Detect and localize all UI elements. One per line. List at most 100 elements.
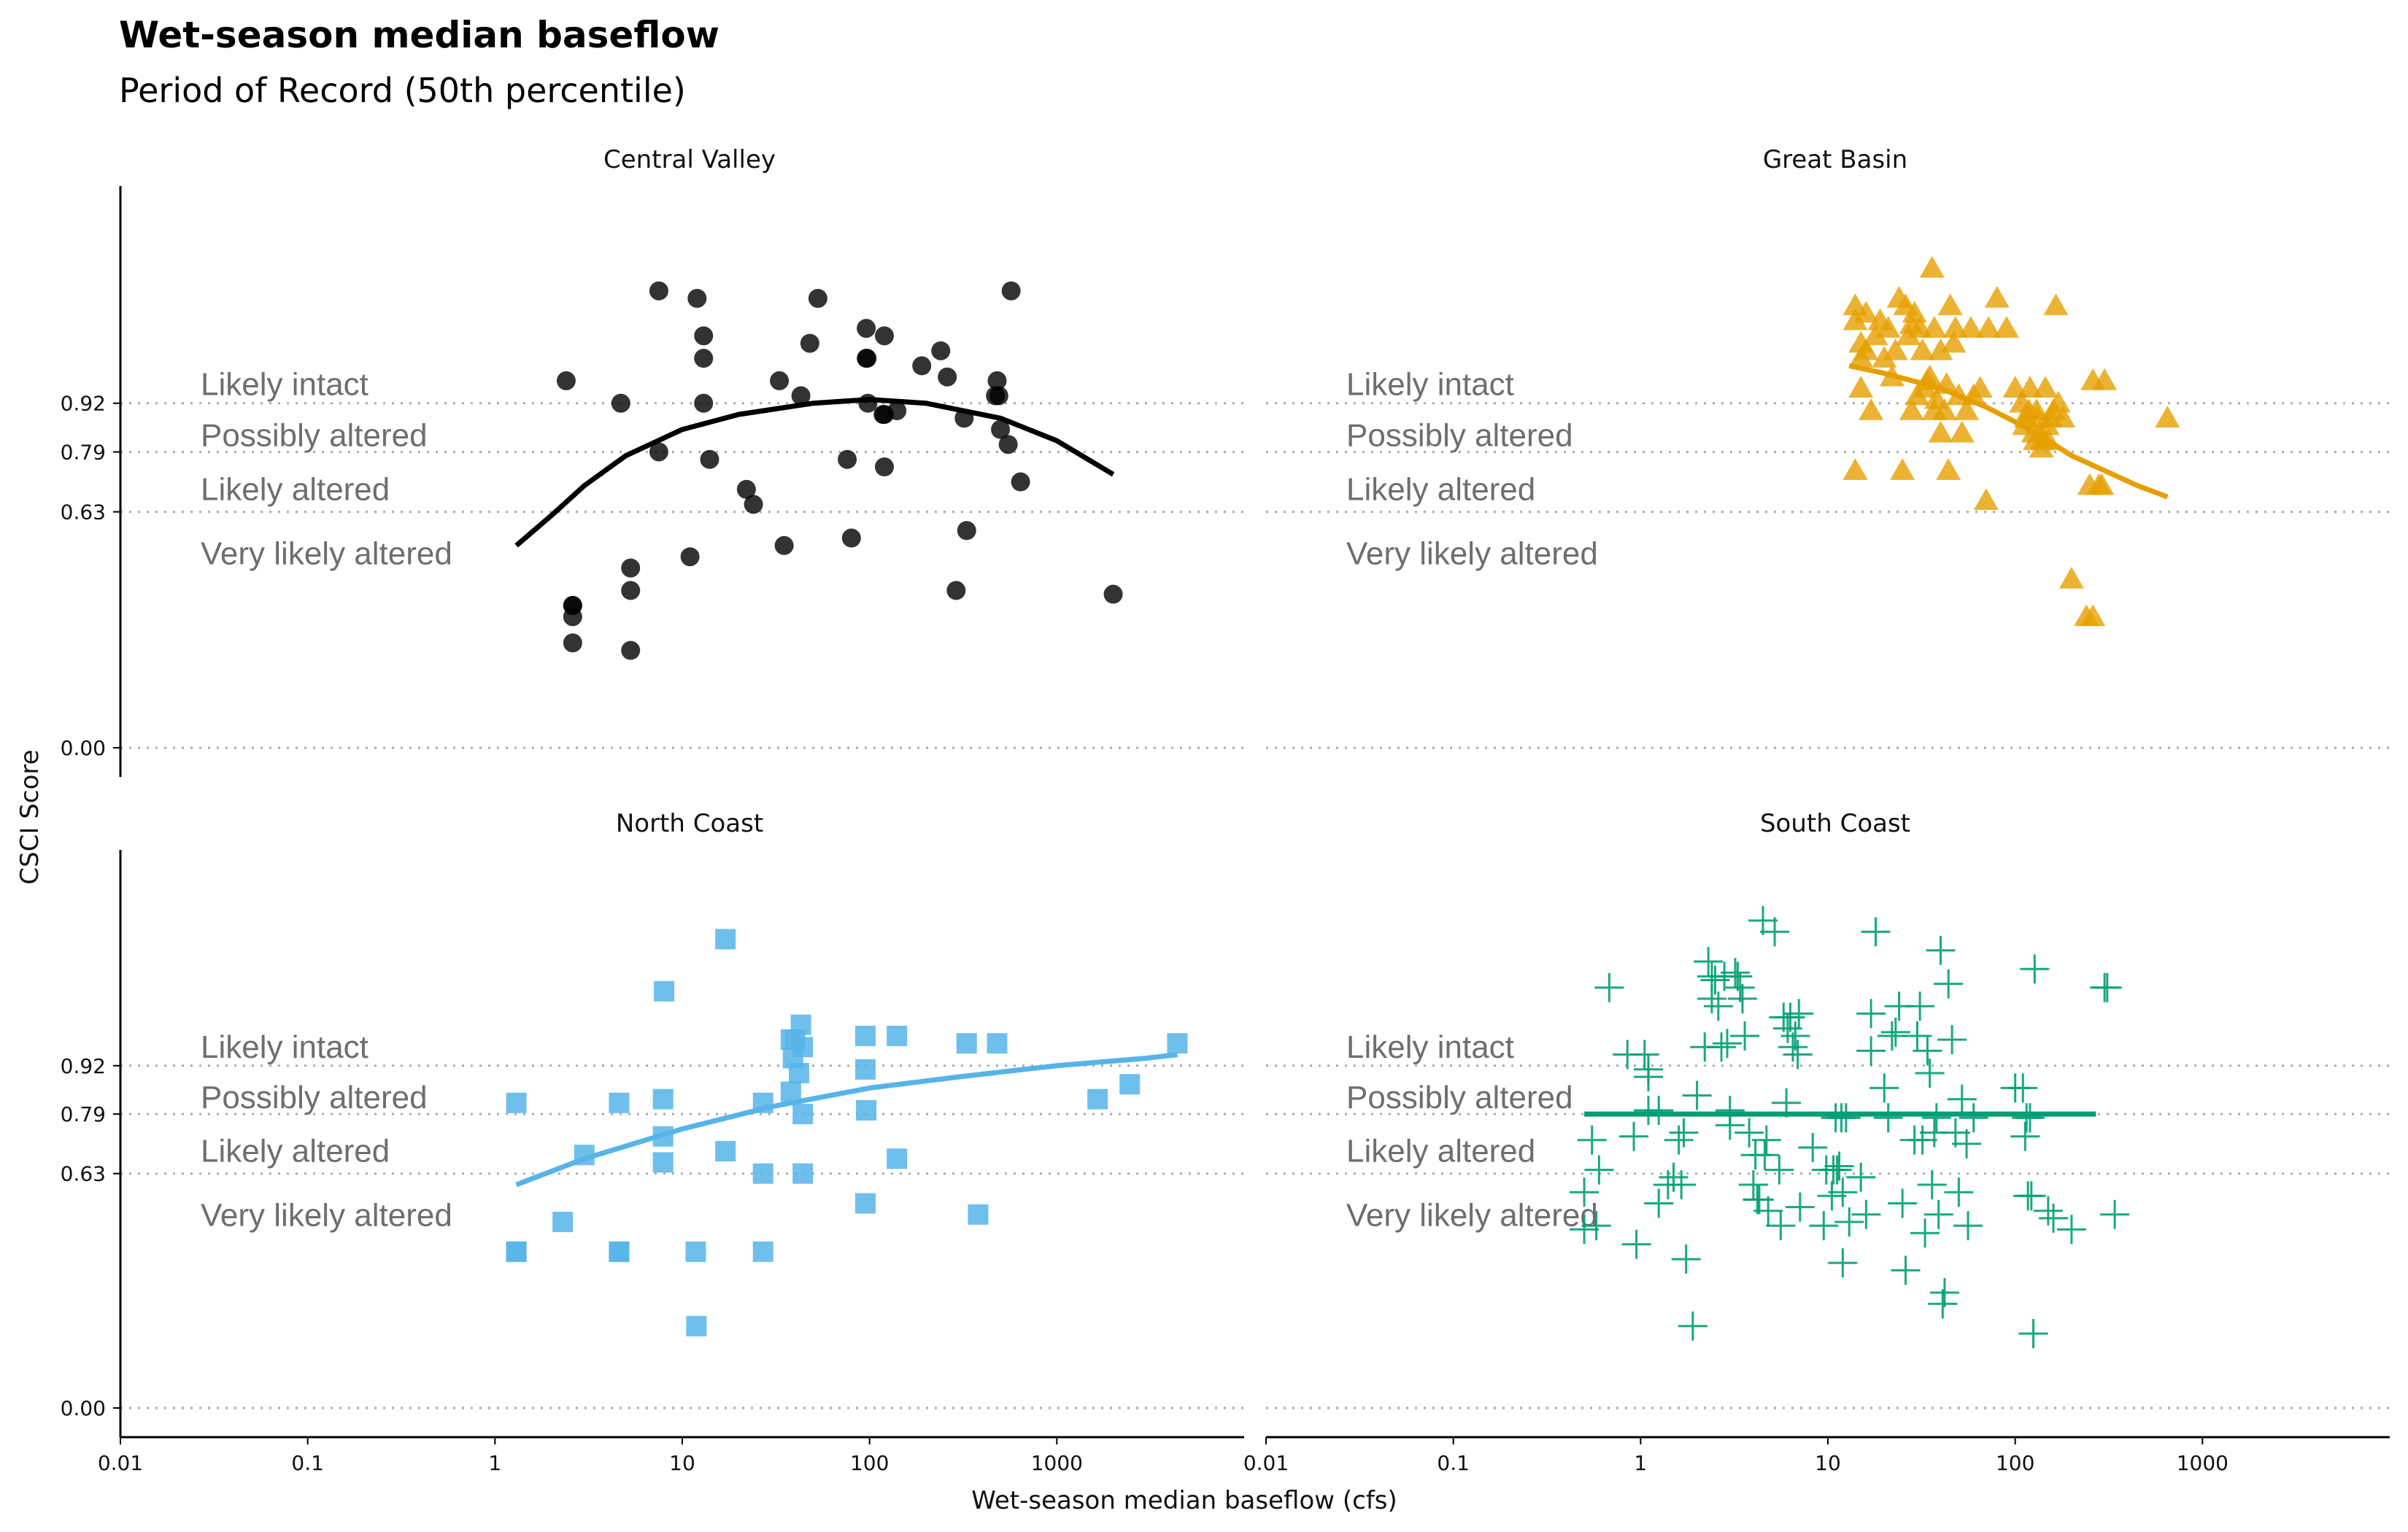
data-point <box>1899 398 1924 420</box>
data-point <box>1703 991 1733 1021</box>
region-label: Possibly altered <box>1346 1080 1573 1115</box>
data-point <box>687 289 707 308</box>
data-point <box>1725 972 1755 1002</box>
data-point <box>854 1193 876 1214</box>
data-point <box>874 457 894 476</box>
data-point <box>609 1092 630 1113</box>
data-point <box>1780 1021 1810 1051</box>
data-point <box>1834 1207 1864 1237</box>
data-point <box>1976 316 2002 338</box>
data-point <box>611 393 630 413</box>
data-point <box>1664 1125 1694 1155</box>
data-point <box>1831 1103 1861 1133</box>
data-point <box>1872 346 1897 368</box>
facet-label: Central Valley <box>603 145 776 174</box>
data-point <box>2043 293 2069 316</box>
y-tick-label: 0.79 <box>61 440 106 464</box>
region-label: Possibly altered <box>201 1080 428 1115</box>
data-point <box>1883 338 1908 360</box>
data-point <box>1928 420 1953 443</box>
data-point <box>649 281 668 301</box>
data-point <box>694 326 714 346</box>
data-point <box>1785 1192 1815 1222</box>
region-label: Likely intact <box>1346 1029 1514 1065</box>
data-point <box>1913 1036 1942 1066</box>
data-point <box>1875 316 1901 338</box>
data-point <box>2050 406 2076 428</box>
data-point <box>1891 1256 1921 1285</box>
data-point <box>808 289 827 308</box>
data-point <box>1001 281 1021 301</box>
data-point <box>1577 1125 1607 1155</box>
data-point <box>1720 958 1750 988</box>
data-point <box>1937 293 1963 316</box>
data-point <box>1934 969 1964 999</box>
data-point <box>1581 1211 1611 1241</box>
data-point <box>1958 316 1983 338</box>
data-point <box>1952 1129 1982 1158</box>
data-point <box>1087 1088 1108 1110</box>
data-point <box>1967 376 1993 398</box>
data-point <box>858 393 878 413</box>
data-point <box>874 326 894 346</box>
trend-line <box>515 1052 1178 1188</box>
data-point <box>1863 323 1888 346</box>
data-point <box>1629 1040 1659 1069</box>
data-point <box>1570 1177 1599 1207</box>
region-label: Likely intact <box>201 1029 368 1065</box>
data-point <box>788 1063 809 1083</box>
data-point <box>1667 1170 1697 1199</box>
panel-great-basin: Great Basin Likely intact Possibly altered… <box>1266 145 2390 749</box>
y-tick-label: 0.00 <box>61 1396 106 1420</box>
data-point <box>1753 1196 1783 1226</box>
data-point <box>1877 1021 1907 1051</box>
data-point <box>556 371 576 390</box>
data-point <box>991 419 1011 439</box>
panel-central-valley: Central Valley Likely intact Possibly alte… <box>61 145 1244 777</box>
data-point <box>1902 301 1927 323</box>
data-point <box>1923 1199 1953 1229</box>
data-point <box>621 558 641 578</box>
y-tick-label: 0.00 <box>61 736 106 760</box>
data-point <box>1949 420 1975 443</box>
region-label: Possibly altered <box>201 417 428 453</box>
data-point <box>1944 1177 1974 1207</box>
data-point <box>1727 984 1757 1013</box>
region-label: Likely altered <box>1346 472 1535 508</box>
x-axis-title: Wet-season median baseflow (cfs) <box>971 1486 1397 1515</box>
data-point <box>938 367 957 387</box>
data-point <box>2045 390 2071 413</box>
data-point <box>1984 286 2010 308</box>
x-tick-label: 1 <box>488 1451 501 1475</box>
data-point <box>1570 1215 1599 1245</box>
data-point <box>1775 1002 1805 1032</box>
data-point <box>1921 316 1947 338</box>
region-label: Likely altered <box>201 472 390 508</box>
data-point <box>694 393 714 413</box>
data-point <box>931 341 951 360</box>
chart-title: Wet-season median baseflow <box>119 14 719 56</box>
data-point <box>1760 917 1790 947</box>
data-point <box>989 386 1008 406</box>
data-point <box>1853 301 1879 323</box>
data-point <box>792 1163 814 1184</box>
data-point <box>1783 1040 1813 1069</box>
data-point <box>2080 604 2106 627</box>
data-point <box>1723 962 1753 991</box>
data-point <box>854 1059 876 1080</box>
data-point <box>2039 1203 2069 1233</box>
region-label: Likely altered <box>1346 1134 1535 1169</box>
data-point <box>1947 1084 1977 1114</box>
region-label: Very likely altered <box>1346 536 1598 572</box>
data-point <box>1644 1188 1674 1218</box>
data-point <box>2092 368 2118 390</box>
data-point <box>1659 1162 1689 1192</box>
data-point <box>857 319 876 338</box>
data-point <box>736 479 756 499</box>
data-point <box>752 1241 773 1262</box>
data-point <box>774 535 794 555</box>
data-point <box>1919 255 1945 278</box>
data-point <box>1809 1211 1839 1241</box>
y-tick-label: 0.92 <box>61 1054 106 1078</box>
data-point <box>2058 567 2084 589</box>
